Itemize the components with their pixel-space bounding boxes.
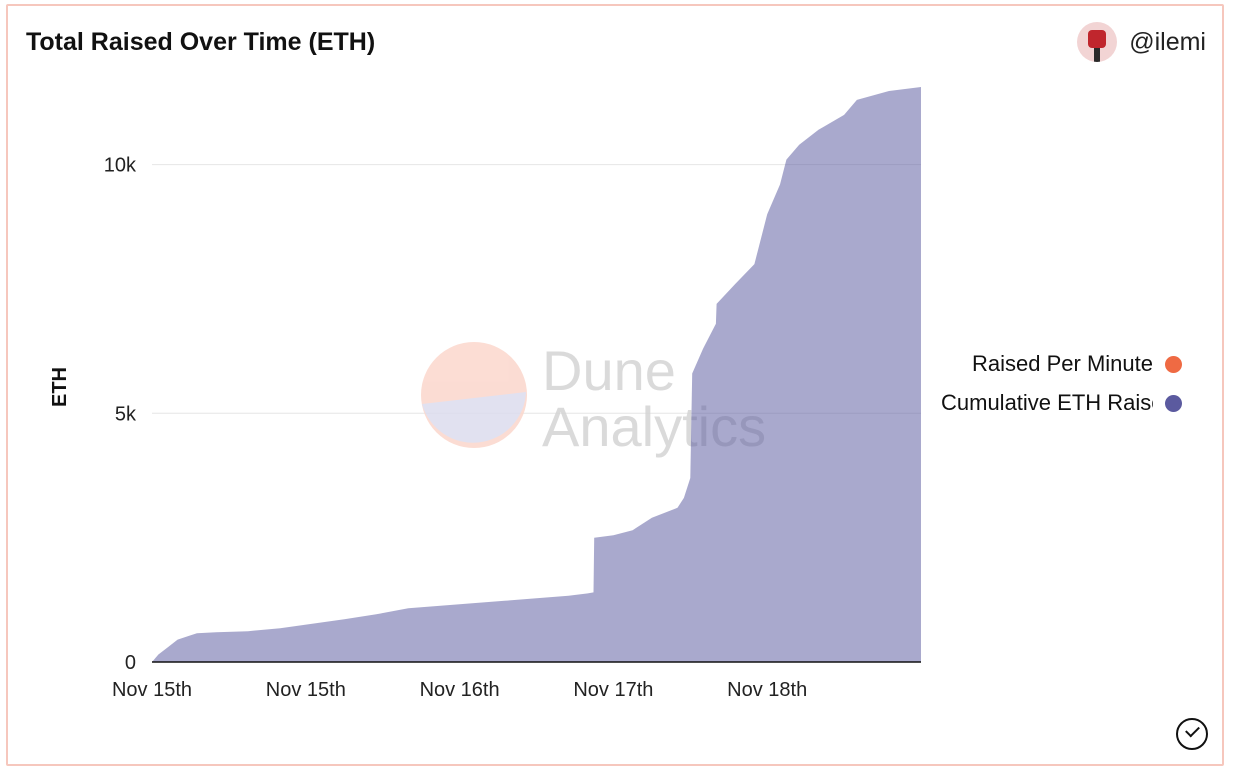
x-tick-label: Nov 18th: [727, 679, 807, 701]
verified-check-icon[interactable]: [1176, 718, 1208, 750]
x-tick-label: Nov 15th: [112, 679, 192, 701]
x-tick-label: Nov 15th: [266, 679, 346, 701]
legend-dot-cumulative-eth: [1165, 394, 1182, 412]
x-tick-label: Nov 16th: [420, 679, 500, 701]
legend-item-cumulative-eth[interactable]: Cumulative ETH Raised: [941, 390, 1182, 416]
y-tick-label: 5k: [115, 403, 137, 425]
chart-card: Total Raised Over Time (ETH) @ilemi Dune…: [6, 4, 1224, 766]
watermark-line1: Dune: [542, 339, 676, 402]
avatar-icon[interactable]: [1077, 22, 1118, 62]
y-tick-label: 10k: [104, 155, 137, 177]
series-cumulative-eth-area: [152, 87, 921, 662]
author-badge[interactable]: @ilemi: [1077, 22, 1206, 62]
legend-item-raised-per-minute[interactable]: Raised Per Minute: [972, 351, 1182, 377]
legend-dot-raised-per-minute: [1165, 355, 1182, 373]
watermark-logo-lower-icon: [422, 392, 526, 443]
y-axis-label: ETH: [49, 367, 71, 407]
y-tick-label: 0: [125, 652, 136, 674]
axes: 0 5k 10k Nov 15th Nov 15th Nov 16th Nov 17th No…: [104, 155, 921, 701]
chart-title: Total Raised Over Time (ETH): [26, 28, 376, 56]
series-area: [152, 87, 921, 662]
legend-label-cumulative-eth[interactable]: Cumulative ETH Raised: [941, 390, 1153, 415]
x-tick-label: Nov 17th: [573, 679, 653, 701]
legend-label-raised-per-minute[interactable]: Raised Per Minute: [972, 351, 1153, 376]
author-name[interactable]: @ilemi: [1129, 27, 1206, 56]
